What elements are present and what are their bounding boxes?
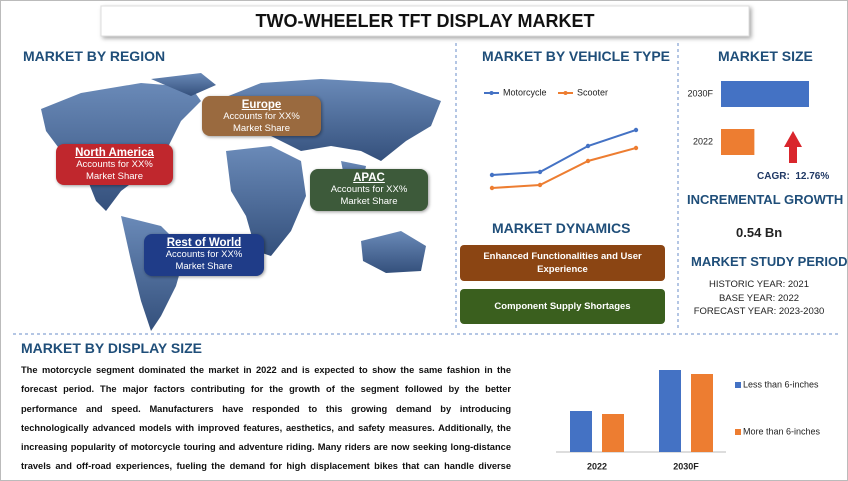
up-arrow xyxy=(784,131,802,163)
point xyxy=(489,185,495,191)
legend-label: Scooter xyxy=(577,87,608,97)
study-line: BASE YEAR: 2022 xyxy=(718,293,800,304)
region-name: Rest of World xyxy=(166,237,242,249)
bar xyxy=(570,411,592,452)
display-paragraph: The motorcycle segment dominated the mar… xyxy=(21,365,511,472)
region-box: Rest of World Accounts for XX% Market Sha… xyxy=(144,234,264,276)
region-name: North America xyxy=(75,147,154,159)
legend-marker xyxy=(563,91,568,95)
dynamics-item: Component Supply Shortages xyxy=(460,289,665,324)
legend-label: Motorcycle xyxy=(503,87,547,97)
bar xyxy=(721,129,755,155)
point xyxy=(633,127,639,133)
region-name: APAC xyxy=(353,172,385,184)
cagr: CAGR: 12.76% xyxy=(757,171,829,182)
study-line: FORECAST YEAR: 2023-2030 xyxy=(693,306,825,317)
legend-marker xyxy=(489,91,494,95)
bar xyxy=(602,414,624,452)
region-text: Accounts for XX% Market Share xyxy=(165,249,243,272)
bar-label: 2022 xyxy=(693,136,713,146)
legend-swatch xyxy=(735,429,741,435)
region-box: Europe Accounts for XX% Market Share xyxy=(202,96,321,136)
x-tick-label: 2022 xyxy=(587,461,607,471)
incremental-heading: INCREMENTAL GROWTH xyxy=(687,192,844,207)
study-line: HISTORIC YEAR: 2021 xyxy=(709,279,809,290)
bar xyxy=(721,81,809,107)
region-heading: MARKET BY REGION xyxy=(23,48,166,64)
point xyxy=(585,158,591,164)
vehicle-heading: MARKET BY VEHICLE TYPE xyxy=(482,48,670,64)
dynamics-item: Enhanced Functionalities and User Experi… xyxy=(460,245,665,281)
line xyxy=(491,129,637,176)
region-text: Accounts for XX% Market Share xyxy=(223,111,300,134)
region-box: APAC Accounts for XX% Market Share xyxy=(310,169,428,211)
display-heading: MARKET BY DISPLAY SIZE xyxy=(21,340,203,356)
region-name: Europe xyxy=(241,99,282,111)
size-heading: MARKET SIZE xyxy=(718,48,813,64)
point xyxy=(537,182,543,188)
dynamics-heading: MARKET DYNAMICS xyxy=(492,220,631,236)
legend-swatch xyxy=(735,382,741,388)
point xyxy=(489,172,495,178)
cagr-label: CAGR: xyxy=(757,171,790,182)
line xyxy=(491,147,637,189)
bar-label: 2030F xyxy=(687,88,713,98)
incremental-value: 0.54 Bn xyxy=(736,225,783,240)
point xyxy=(633,145,639,151)
bar xyxy=(691,374,713,452)
bar xyxy=(659,370,681,452)
title-banner xyxy=(100,5,750,37)
title: TWO-WHEELER TFT DISPLAY MARKET xyxy=(256,11,595,31)
point xyxy=(585,143,591,149)
region-text: Accounts for XX% Market Share xyxy=(330,184,408,207)
cagr-value: 12.76% xyxy=(795,171,830,182)
legend-label: Less than 6-inches xyxy=(743,379,819,389)
region-text: Accounts for XX% Market Share xyxy=(76,159,153,182)
region-box: North America Accounts for XX% Market Sha… xyxy=(56,144,173,185)
legend-label: More than 6-inches xyxy=(743,426,821,436)
x-tick-label: 2030F xyxy=(673,461,699,471)
study-heading: MARKET STUDY PERIOD xyxy=(691,254,848,269)
point xyxy=(537,169,543,175)
